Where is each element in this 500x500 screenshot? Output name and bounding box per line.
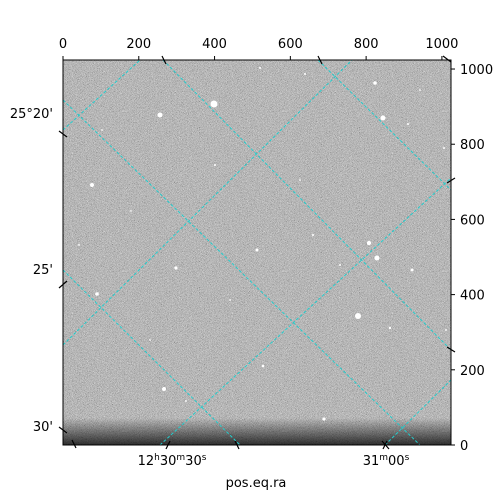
grid-line — [63, 60, 353, 346]
grid-line — [63, 269, 241, 445]
right-tick-label: 800 — [460, 138, 485, 153]
star — [261, 364, 265, 368]
top-tick-label: 1000 — [425, 37, 458, 52]
star — [339, 264, 341, 266]
dec-label-20: 25°20' — [10, 107, 53, 122]
x-axis-title: pos.eq.ra — [226, 476, 287, 491]
star — [214, 164, 216, 166]
star — [366, 240, 372, 246]
star — [78, 244, 80, 246]
star — [229, 299, 231, 301]
star — [407, 123, 409, 125]
right-tick-label: 0 — [460, 439, 468, 454]
grid-line — [63, 60, 141, 131]
right-tick-label: 400 — [460, 289, 485, 304]
star — [304, 73, 306, 75]
sky-image — [63, 60, 451, 445]
ra-label-31m00s: 31m00s — [363, 453, 410, 469]
dec-label-30: 30' — [33, 420, 53, 435]
star — [380, 115, 386, 121]
star — [388, 326, 392, 330]
right-tick-label: 200 — [460, 364, 485, 379]
plot-frame — [62, 59, 452, 446]
star — [90, 183, 94, 187]
star — [445, 329, 447, 331]
star — [174, 266, 178, 270]
star — [162, 387, 166, 391]
star — [410, 268, 414, 272]
top-tick-label: 0 — [59, 37, 67, 52]
star — [130, 210, 132, 212]
star — [322, 417, 326, 421]
right-tick-label: 600 — [460, 213, 485, 228]
right-tick-label: 1000 — [460, 63, 493, 78]
star — [157, 112, 163, 118]
top-tick-label: 200 — [126, 37, 151, 52]
star — [299, 179, 301, 181]
star — [101, 129, 103, 131]
top-tick-label: 600 — [278, 37, 303, 52]
top-tick-label: 800 — [354, 37, 379, 52]
star — [210, 100, 218, 108]
star — [259, 67, 261, 69]
star — [185, 400, 187, 402]
star — [95, 292, 99, 296]
star — [149, 339, 151, 341]
star-field — [78, 67, 447, 421]
star — [443, 147, 445, 149]
top-pixel-axis: 0 200 400 600 800 1000 — [59, 37, 458, 60]
star — [312, 234, 314, 236]
ra-label-30m30s: 12h30m30s — [138, 453, 207, 469]
top-tick-label: 400 — [202, 37, 227, 52]
dec-label-25: 25' — [33, 263, 53, 278]
grid-line — [317, 60, 451, 191]
grid-line — [162, 60, 451, 351]
grid-line — [384, 379, 451, 445]
star — [419, 89, 421, 91]
world-tick-marks — [58, 55, 456, 450]
star — [355, 313, 361, 319]
grid-line — [159, 177, 451, 445]
star — [373, 81, 377, 85]
coordinate-grid — [63, 60, 451, 445]
star — [374, 255, 380, 261]
star — [255, 248, 259, 252]
right-pixel-axis: 0 200 400 600 800 1000 — [451, 63, 493, 454]
